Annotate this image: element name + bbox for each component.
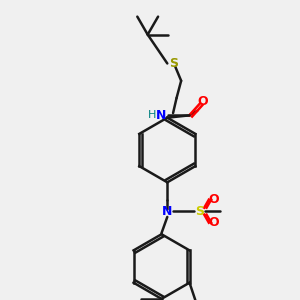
Text: O: O xyxy=(198,95,208,108)
Text: O: O xyxy=(208,216,219,229)
Text: S: S xyxy=(195,205,204,218)
Text: O: O xyxy=(208,193,219,206)
Text: N: N xyxy=(156,109,167,122)
Text: H: H xyxy=(148,110,157,120)
Text: S: S xyxy=(169,57,178,70)
Text: N: N xyxy=(162,205,172,218)
